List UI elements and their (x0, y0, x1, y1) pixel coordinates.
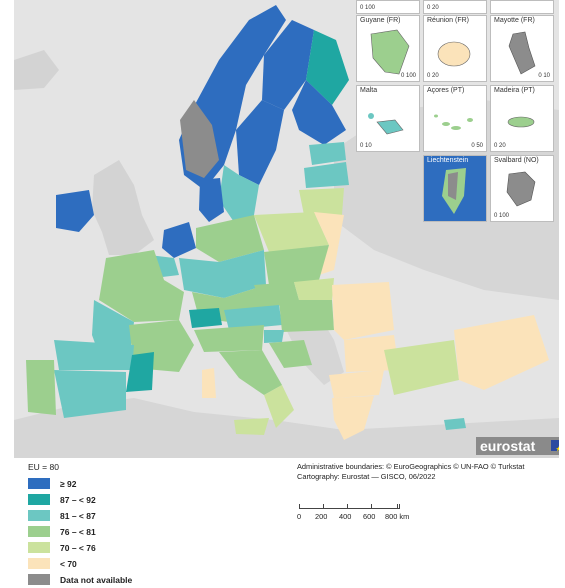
inset-reunion-shape (437, 41, 471, 67)
region-italy-south (264, 385, 294, 428)
eu-flag-icon: ★ (551, 440, 559, 453)
eurostat-logo: eurostat ★ (476, 437, 559, 455)
region-hungary (279, 300, 334, 332)
region-switzerland (189, 308, 222, 328)
region-slovakia (294, 278, 334, 300)
inset-malta-shape (368, 113, 404, 135)
region-poland-north (254, 212, 329, 252)
region-italy-centre (219, 350, 282, 395)
region-greece-south (332, 396, 374, 440)
region-italy-north (194, 325, 264, 352)
legend-title: EU = 80 (28, 462, 59, 472)
legend-swatch (28, 542, 50, 553)
scale-label: 0 (297, 512, 302, 521)
non-eu-land-balkans (284, 315, 344, 385)
non-eu-land-north-africa (14, 398, 559, 458)
region-estonia (309, 142, 346, 165)
region-norway-west (180, 100, 219, 178)
inset-top-1: 0 100 (356, 0, 420, 14)
region-austria (224, 305, 282, 330)
region-turkey-central (454, 315, 549, 390)
region-spain-north (54, 340, 134, 370)
legend-swatch (28, 526, 50, 537)
scale-label: 600 (363, 512, 376, 521)
region-finland-south (292, 80, 346, 145)
legend-swatch (28, 558, 50, 569)
scale-tick (347, 504, 348, 509)
legend-label: < 70 (60, 559, 77, 569)
non-eu-land-iceland (14, 50, 59, 90)
region-bulgaria (344, 335, 399, 372)
region-slovenia (264, 330, 284, 343)
scale-tick (323, 504, 324, 509)
scale-tick (371, 504, 372, 509)
inset-madeira: Madeira (PT) 0 20 (490, 85, 554, 152)
region-germany-mid (179, 250, 266, 298)
scale-label: 400 (339, 512, 352, 521)
inset-svalbard-shape (506, 171, 536, 207)
inset-svalbard: Svalbard (NO) 0 100 (490, 155, 554, 222)
region-sweden-south (219, 165, 259, 225)
eurostat-logo-text: eurostat (480, 438, 536, 454)
inset-acores-shape (434, 114, 473, 130)
map-area: 0 100 0 20 Guyane (FR) 0 100 Réunion (FR… (14, 0, 559, 458)
credits: Administrative boundaries: © EuroGeograp… (297, 462, 524, 481)
region-germany-north (196, 215, 264, 262)
region-finland-north (306, 30, 349, 105)
scale-tick (397, 504, 398, 509)
scale-bar-line (299, 504, 400, 509)
region-poland-east (314, 212, 344, 275)
inset-madeira-shape (507, 116, 535, 128)
inset-guyane-shape (370, 29, 410, 75)
inset-mayotte-shape (508, 31, 536, 75)
scale-bar: 0 200 400 600 800 km (297, 500, 417, 526)
legend-swatch (28, 494, 50, 505)
legend-swatch (28, 478, 50, 489)
legend-label: Data not available (60, 575, 133, 585)
inset-top-3 (490, 0, 554, 14)
region-spain-centre (54, 370, 126, 418)
region-sicily (234, 418, 269, 435)
inset-guyane: Guyane (FR) 0 100 (356, 15, 420, 82)
legend-swatch (28, 510, 50, 521)
region-spain-catalonia (126, 352, 154, 392)
credits-cartography: Cartography: Eurostat — GISCO, 06/2022 (297, 471, 436, 481)
region-greece-north (329, 370, 384, 398)
region-netherlands (162, 222, 196, 258)
region-latvia (304, 162, 349, 188)
legend-label: 76 – < 81 (60, 527, 96, 537)
region-france-north (99, 250, 184, 322)
scale-tick (299, 504, 300, 509)
inset-mayotte: Mayotte (FR) 0 10 (490, 15, 554, 82)
region-sardinia (202, 368, 216, 398)
inset-malta: Malta 0 10 (356, 85, 420, 152)
region-denmark (199, 178, 224, 222)
legend-label: 81 – < 87 (60, 511, 96, 521)
inset-liechtenstein: Liechtenstein (423, 155, 487, 222)
scale-label: 200 (315, 512, 328, 521)
credits-boundaries: Administrative boundaries: © EuroGeograp… (297, 462, 525, 471)
inset-acores: Açores (PT) 0 50 (423, 85, 487, 152)
region-ireland (56, 190, 94, 232)
inset-top-2: 0 20 (423, 0, 487, 14)
region-sweden-north (262, 20, 314, 110)
region-portugal (26, 360, 56, 415)
legend-label: 87 – < 92 (60, 495, 96, 505)
region-sweden-mid (236, 100, 284, 185)
non-eu-land-uk (92, 160, 154, 255)
region-cyprus (444, 418, 466, 430)
region-turkey-west (384, 340, 459, 395)
scale-label: 800 km (385, 512, 410, 521)
region-lithuania (299, 188, 344, 215)
legend-swatch (28, 574, 50, 585)
inset-liechtenstein-shape (442, 168, 466, 214)
region-poland-south (264, 245, 329, 285)
legend-label: 70 – < 76 (60, 543, 96, 553)
region-romania (332, 282, 394, 340)
legend-label: ≥ 92 (60, 479, 77, 489)
inset-reunion: Réunion (FR) 0 20 (423, 15, 487, 82)
region-croatia (269, 340, 312, 368)
